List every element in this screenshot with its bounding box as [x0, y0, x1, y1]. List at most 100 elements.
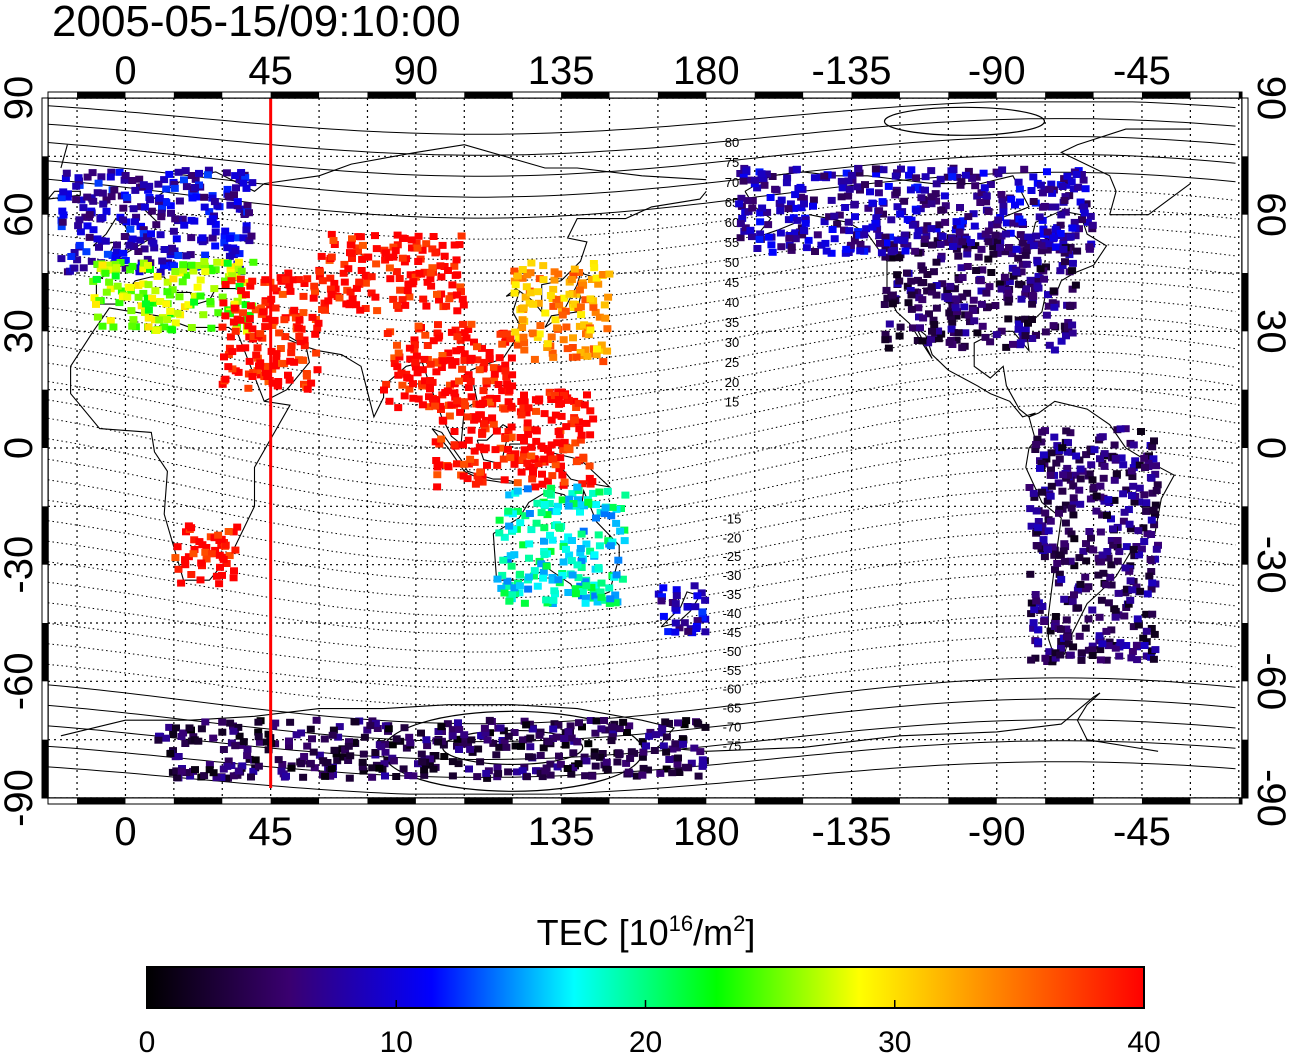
- tec-cell: [359, 750, 368, 758]
- tec-cell: [589, 260, 598, 267]
- y-tick-label-right: 60: [1249, 192, 1292, 237]
- tec-cell: [510, 729, 519, 736]
- tec-cell: [904, 299, 913, 307]
- tec-cell: [189, 267, 198, 275]
- tec-cell: [1092, 507, 1101, 515]
- tec-cell: [85, 233, 94, 241]
- tec-cell: [540, 537, 548, 545]
- tec-cell: [446, 381, 454, 389]
- tec-cell: [230, 567, 238, 575]
- tec-cell: [92, 300, 100, 308]
- tec-cell: [961, 171, 970, 179]
- tec-cell: [261, 369, 270, 377]
- tec-cell: [833, 220, 842, 228]
- tec-cell: [224, 528, 233, 535]
- tec-cell: [672, 586, 681, 594]
- tec-cell: [580, 401, 589, 409]
- tec-cell: [874, 189, 883, 197]
- tec-cell: [393, 301, 401, 309]
- tec-cell: [973, 329, 982, 337]
- colorbar-title-part: ]: [745, 912, 755, 953]
- tec-cell: [679, 736, 688, 744]
- tec-cell: [464, 371, 473, 379]
- tec-cell: [1085, 470, 1094, 478]
- tec-cell: [756, 218, 765, 226]
- tec-cell: [1081, 624, 1090, 632]
- tec-cell: [224, 192, 233, 200]
- tec-cell: [181, 740, 190, 747]
- tec-cell: [820, 218, 829, 226]
- tec-cell: [797, 193, 806, 201]
- tec-cell: [285, 281, 294, 289]
- tec-cell: [590, 752, 599, 760]
- tec-cell: [1051, 649, 1060, 657]
- tec-cell: [89, 197, 98, 205]
- tec-cell: [588, 478, 597, 485]
- tec-cell: [340, 260, 349, 268]
- tec-cell: [1027, 656, 1036, 664]
- tec-cell: [1026, 276, 1035, 284]
- tec-cell: [466, 455, 475, 463]
- tec-cell: [515, 589, 524, 597]
- tec-cell: [544, 738, 553, 746]
- tec-cell: [451, 393, 460, 401]
- tec-cell: [1103, 511, 1111, 519]
- tec-cell: [1007, 195, 1016, 203]
- tec-cell: [850, 237, 859, 245]
- x-tick-label-bottom: 45: [248, 810, 293, 854]
- frame-bar-segment: [948, 798, 997, 804]
- tec-cell: [210, 285, 219, 293]
- tec-cell: [916, 324, 924, 332]
- tec-cell: [213, 202, 222, 210]
- tec-cell: [397, 369, 406, 377]
- tec-cell: [436, 402, 445, 410]
- tec-cell: [1034, 518, 1043, 525]
- tec-cell: [438, 352, 447, 359]
- tec-cell: [793, 216, 802, 224]
- frame-bar-segment: [270, 798, 320, 804]
- tec-cell: [943, 286, 952, 294]
- tec-cell: [1061, 501, 1070, 509]
- tec-cell: [241, 301, 250, 309]
- tec-cell: [396, 286, 405, 294]
- tec-cell: [811, 248, 819, 255]
- tec-cell: [1070, 185, 1078, 193]
- tec-cell: [444, 463, 453, 471]
- tec-cell: [606, 542, 615, 550]
- tec-cell: [873, 225, 882, 233]
- tec-cell: [736, 234, 745, 242]
- tec-cell: [282, 772, 290, 780]
- tec-cell: [67, 253, 76, 260]
- tec-cell: [573, 483, 582, 491]
- tec-cell: [784, 205, 793, 213]
- tec-cell: [429, 233, 438, 240]
- tec-cell: [1027, 599, 1036, 607]
- tec-cell: [243, 202, 252, 210]
- tec-cell: [527, 526, 536, 534]
- tec-cell: [738, 214, 747, 222]
- tec-cell: [498, 340, 507, 348]
- tec-cell: [511, 456, 520, 464]
- tec-cell: [553, 324, 562, 332]
- tec-cell: [1110, 496, 1119, 504]
- tec-cell: [984, 208, 993, 215]
- tec-cell: [925, 310, 933, 318]
- tec-cell: [1152, 545, 1161, 553]
- tec-cell: [182, 183, 191, 191]
- tec-cell: [915, 313, 923, 321]
- tec-cell: [408, 244, 416, 252]
- tec-cell: [537, 442, 546, 450]
- tec-cell: [809, 196, 818, 204]
- tec-cell: [470, 416, 479, 424]
- tec-cell: [656, 769, 665, 777]
- tec-cell: [310, 282, 319, 290]
- tec-cell: [1115, 548, 1124, 556]
- tec-cell: [821, 239, 830, 247]
- tec-cell: [575, 719, 583, 727]
- tec-cell: [155, 316, 164, 324]
- tec-cell: [751, 176, 759, 184]
- tec-cell: [1150, 437, 1158, 445]
- tec-cell: [1086, 495, 1095, 503]
- tec-cell: [944, 293, 953, 300]
- tec-cell: [102, 196, 111, 204]
